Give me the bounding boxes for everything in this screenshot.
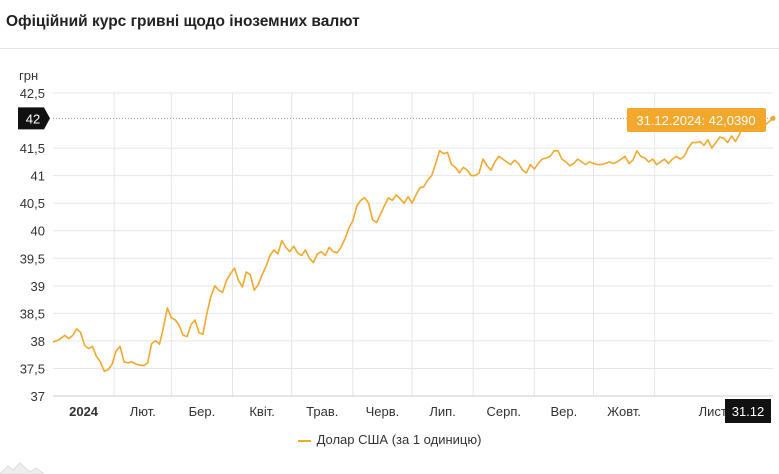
x-tick-label: Жовт. xyxy=(607,404,641,419)
y-tick-label: 38,5 xyxy=(20,306,45,321)
tooltip: 31.12.2024: 42,0390 xyxy=(627,108,766,132)
x-tick-label: Серп. xyxy=(486,404,521,419)
y-tick-label: 40,5 xyxy=(20,196,45,211)
series-last-point[interactable] xyxy=(770,115,776,121)
x-tick-label: Черв. xyxy=(366,404,400,419)
x-tick-label: Бер. xyxy=(189,404,216,419)
header-divider xyxy=(0,48,779,49)
y-crosshair-badge: 42 xyxy=(18,107,50,130)
series-line[interactable] xyxy=(52,117,774,372)
x-tick-label: Трав. xyxy=(306,404,338,419)
y-tick-label: 41,5 xyxy=(20,141,45,156)
legend-line-swatch xyxy=(297,439,311,442)
x-tick-label: Лип. xyxy=(429,404,455,419)
x-tick-label: 2024 xyxy=(69,404,99,419)
x-crosshair-date: 31.12 xyxy=(732,404,765,419)
x-crosshair-badge: 31.12 xyxy=(725,399,771,423)
y-axis-label: грн xyxy=(19,68,38,83)
y-tick-label: 37,5 xyxy=(20,361,45,376)
y-tick-label: 40 xyxy=(31,224,45,239)
x-axis-ticks: 2024 Лют. Бер. Квіт. Трав. Черв. Лип. Серп. Вер.… xyxy=(69,404,729,419)
x-tick-label: Лют. xyxy=(130,404,156,419)
legend[interactable]: Долар США (за 1 одиницю) xyxy=(0,432,779,447)
tooltip-text: 31.12.2024: 42,0390 xyxy=(636,113,755,128)
y-tick-label: 37 xyxy=(31,389,45,404)
y-tick-label: 41 xyxy=(31,169,45,184)
x-tick-label: Вер. xyxy=(551,404,578,419)
mountain-icon xyxy=(0,462,44,474)
y-axis-ticks: 37 37,5 38 38,5 39 39,5 40 40,5 41 41,5 42,5 xyxy=(20,86,45,404)
x-tick-label: Квіт. xyxy=(249,404,275,419)
y-tick-label: 39,5 xyxy=(20,251,45,266)
chart-grid xyxy=(53,92,773,397)
series-layer[interactable] xyxy=(52,115,776,372)
page-title: Офіційний курс гривні щодо іноземних вал… xyxy=(6,13,360,30)
y-tick-label: 38 xyxy=(31,334,45,349)
legend-label: Долар США (за 1 одиницю) xyxy=(316,432,482,447)
y-tick-label: 39 xyxy=(31,279,45,294)
y-tick-label: 42,5 xyxy=(20,86,45,101)
x-tick-label: Лист. xyxy=(699,404,729,419)
y-crosshair-value: 42 xyxy=(26,111,40,126)
